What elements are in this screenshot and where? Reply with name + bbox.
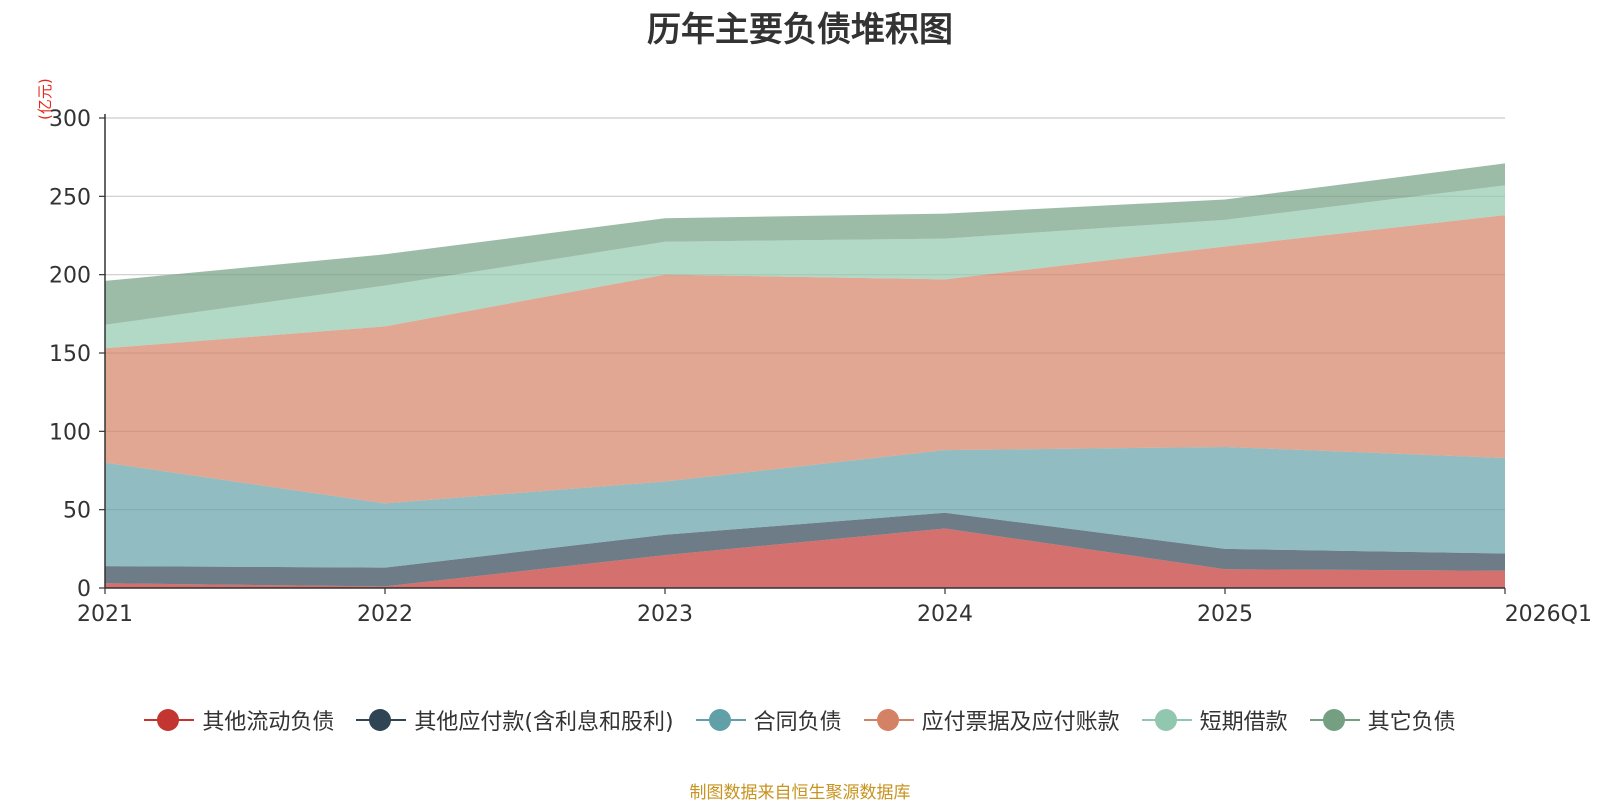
legend-marker-icon bbox=[1141, 708, 1192, 732]
legend-item[interactable]: 应付票据及应付账款 bbox=[863, 704, 1120, 736]
area-series-3 bbox=[105, 447, 1505, 568]
legend-label: 其他应付款(含利息和股利) bbox=[414, 710, 674, 735]
legend-label: 应付票据及应付账款 bbox=[921, 710, 1120, 735]
area-series bbox=[105, 163, 1505, 588]
legend: 其他流动负债 其他应付款(含利息和股利) 合同负债 应付票据及应付账款 短期借款 其它负债 bbox=[0, 704, 1600, 736]
y-tick-label: 250 bbox=[49, 185, 91, 210]
area-series-5 bbox=[105, 185, 1505, 349]
legend-label: 合同负债 bbox=[753, 710, 842, 735]
chart-title: 历年主要负债堆积图 bbox=[647, 10, 953, 50]
legend-item[interactable]: 其它负债 bbox=[1309, 704, 1456, 736]
tick-labels: 0 50 100 150 200 250 300 2021 2022 2023 2024 2025 20… bbox=[49, 107, 1592, 627]
x-tick-label: 2022 bbox=[357, 602, 413, 627]
legend-label: 其它负债 bbox=[1367, 710, 1456, 735]
area-series-4 bbox=[105, 215, 1505, 504]
legend-item[interactable]: 其他流动负债 bbox=[144, 704, 334, 736]
x-tick-label: 2023 bbox=[637, 602, 693, 627]
legend-marker-icon bbox=[863, 708, 914, 732]
y-tick-label: 100 bbox=[49, 420, 91, 445]
legend-label: 短期借款 bbox=[1199, 710, 1288, 735]
area-series-2 bbox=[105, 512, 1505, 587]
area-series-6 bbox=[105, 163, 1505, 325]
x-tick-label: 2026Q1 bbox=[1505, 602, 1592, 627]
legend-marker-icon bbox=[144, 708, 195, 732]
x-tick-label: 2021 bbox=[77, 602, 133, 627]
y-tick-label: 300 bbox=[49, 107, 91, 132]
source-note: 制图数据来自恒生聚源数据库 bbox=[689, 783, 911, 803]
legend-label: 其他流动负债 bbox=[202, 710, 335, 735]
legend-item[interactable]: 短期借款 bbox=[1141, 704, 1288, 736]
legend-marker-icon bbox=[1309, 708, 1360, 732]
area-series-1 bbox=[105, 528, 1505, 588]
axes bbox=[99, 114, 1506, 594]
legend-marker-icon bbox=[695, 708, 746, 732]
x-tick-label: 2024 bbox=[917, 602, 973, 627]
y-tick-label: 50 bbox=[63, 499, 91, 524]
y-tick-label: 200 bbox=[49, 264, 91, 289]
y-tick-label: 0 bbox=[77, 577, 91, 602]
x-tick-label: 2025 bbox=[1197, 602, 1253, 627]
legend-marker-icon bbox=[356, 708, 407, 732]
legend-item[interactable]: 合同负债 bbox=[695, 704, 842, 736]
y-tick-label: 150 bbox=[49, 342, 91, 367]
legend-item[interactable]: 其他应付款(含利息和股利) bbox=[356, 704, 674, 736]
